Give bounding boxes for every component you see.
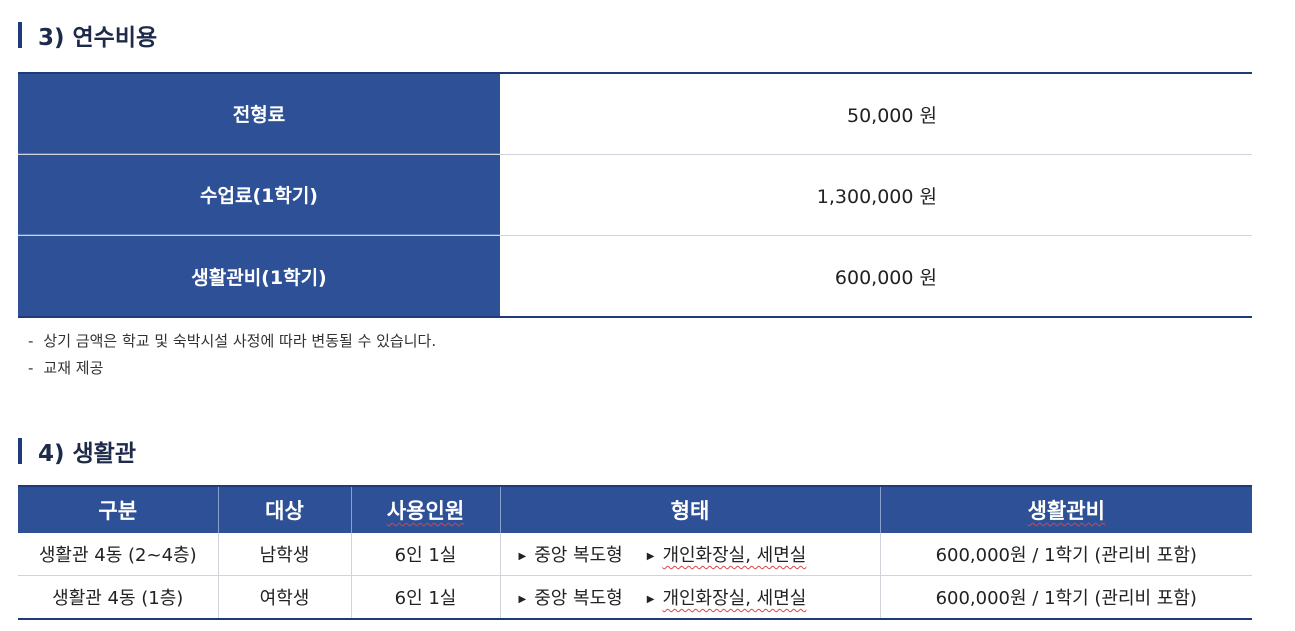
column-header-target: 대상 (218, 485, 352, 533)
fee-value: 50,000 원 (846, 104, 937, 127)
type-facilities: 개인화장실, 세면실 (662, 545, 807, 566)
note-marker: - (28, 359, 34, 377)
fee-value-cell: 1,300,000 원 (500, 155, 1252, 235)
section-4-heading: 4) 생활관 (18, 434, 136, 468)
fee-value-cell: 600,000 원 (500, 236, 1252, 316)
table-header-row: 구분 대상 사용인원 형태 생활관비 (18, 485, 1252, 533)
fee-value-cell: 50,000 원 (500, 74, 1252, 154)
bullet-icon: ▶ (646, 551, 655, 562)
fee-label: 생활관비(1학기) (18, 236, 500, 316)
type-corridor: 중앙 복도형 (534, 545, 623, 566)
fee-row: 생활관비(1학기) 600,000 원 (18, 236, 1252, 316)
note-marker: - (28, 332, 34, 350)
type-cell: ▶ 중앙 복도형 ▶ 개인화장실, 세면실 (500, 533, 881, 576)
target-cell: 남학생 (218, 533, 352, 576)
heading-accent-bar (18, 438, 22, 464)
category-cell: 생활관 4동 (2~4층) (18, 533, 219, 576)
bullet-icon: ▶ (518, 594, 527, 605)
fee-cell: 600,000원 / 1학기 (관리비 포함) (880, 533, 1252, 576)
fee-row: 수업료(1학기) 1,300,000 원 (18, 155, 1252, 236)
type-cell: ▶ 중앙 복도형 ▶ 개인화장실, 세면실 (500, 575, 881, 620)
note-item: - 교재 제공 (28, 355, 436, 382)
bullet-icon: ▶ (518, 551, 527, 562)
column-header-fee: 생활관비 (880, 485, 1252, 533)
note-item: - 상기 금액은 학교 및 숙박시설 사정에 따라 변동될 수 있습니다. (28, 328, 436, 355)
heading-accent-bar (18, 22, 22, 48)
table-row: 생활관 4동 (2~4층) 남학생 6인 1실 ▶ 중앙 복도형 ▶ 개인화장실, 세… (18, 533, 1252, 576)
fee-cell: 600,000원 / 1학기 (관리비 포함) (880, 575, 1252, 620)
fee-value: 600,000 원 (834, 266, 937, 289)
column-header-capacity: 사용인원 (351, 485, 501, 533)
fee-table: 전형료 50,000 원 수업료(1학기) 1,300,000 원 생활관비(1… (18, 72, 1252, 318)
column-header-type: 형태 (500, 485, 881, 533)
note-text: 교재 제공 (43, 359, 104, 377)
bullet-icon: ▶ (646, 594, 655, 605)
category-cell: 생활관 4동 (1층) (18, 575, 219, 620)
table-row: 생활관 4동 (1층) 여학생 6인 1실 ▶ 중앙 복도형 ▶ 개인화장실, 세면실… (18, 575, 1252, 620)
fee-header-text: 생활관비 (1027, 499, 1105, 523)
section-3-title: 3) 연수비용 (38, 25, 158, 51)
fee-label: 전형료 (18, 74, 500, 154)
section-4-title: 4) 생활관 (38, 441, 137, 467)
capacity-cell: 6인 1실 (351, 533, 501, 576)
capacity-cell: 6인 1실 (351, 575, 501, 620)
target-cell: 여학생 (218, 575, 352, 620)
column-header-category: 구분 (18, 485, 219, 533)
fee-label: 수업료(1학기) (18, 155, 500, 235)
type-facilities: 개인화장실, 세면실 (662, 588, 807, 609)
fee-value: 1,300,000 원 (816, 185, 937, 208)
fee-notes: - 상기 금액은 학교 및 숙박시설 사정에 따라 변동될 수 있습니다. - 교재… (28, 328, 436, 382)
type-corridor: 중앙 복도형 (534, 588, 623, 609)
capacity-header-text: 사용인원 (386, 499, 465, 523)
dormitory-table: 구분 대상 사용인원 형태 생활관비 생활관 4동 (2~4층) 남학생 6인 … (18, 485, 1252, 620)
fee-row: 전형료 50,000 원 (18, 74, 1252, 155)
note-text: 상기 금액은 학교 및 숙박시설 사정에 따라 변동될 수 있습니다. (43, 332, 437, 350)
section-3-heading: 3) 연수비용 (18, 18, 157, 52)
